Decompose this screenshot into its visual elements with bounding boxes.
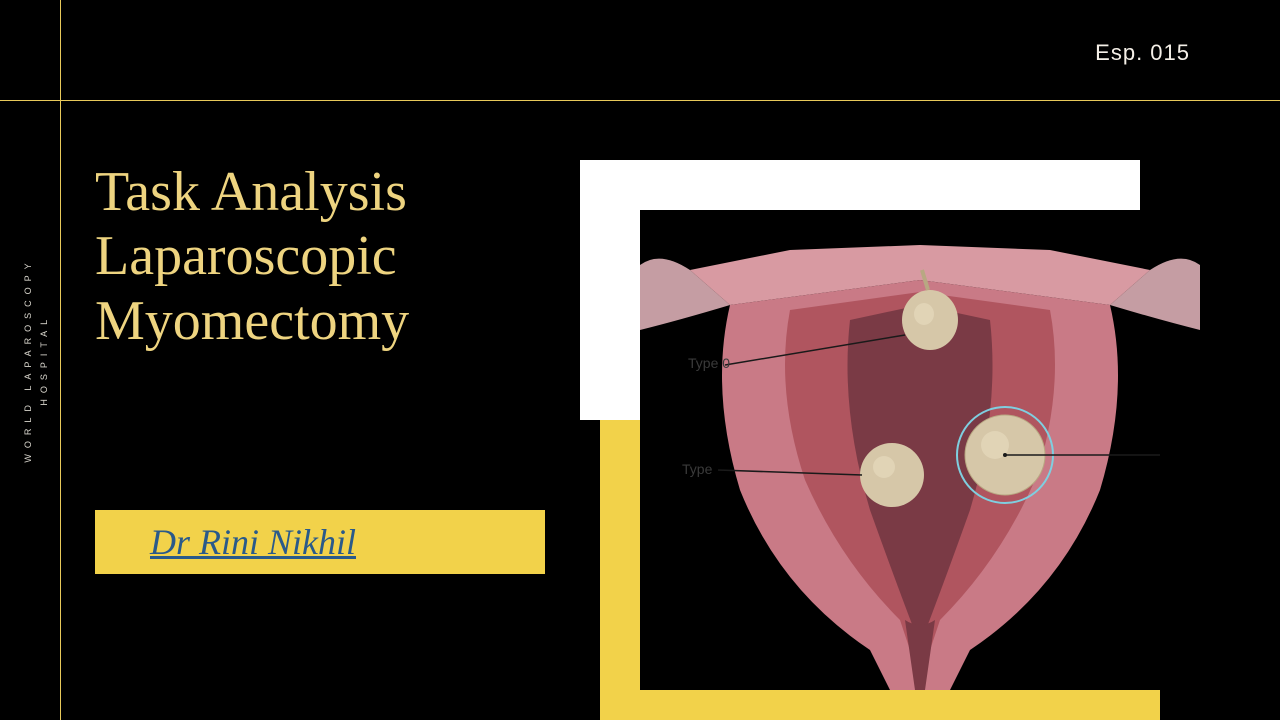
- anatomy-illustration: Type 0 Type: [640, 210, 1200, 690]
- sidebar-org-name: WORLD LAPAROSCOPY: [23, 257, 33, 462]
- sidebar-org-subtitle: HOSPITAL: [39, 314, 49, 406]
- uterus-diagram-svg: Type 0 Type: [640, 210, 1200, 690]
- fibroid-type0-highlight: [914, 303, 934, 325]
- episode-label: Esp. 015: [1095, 40, 1190, 66]
- frame-line-horizontal: [0, 100, 1280, 101]
- author-name: Dr Rini Nikhil: [150, 521, 356, 563]
- fibroid-left: [860, 443, 924, 507]
- label-type: Type: [682, 461, 713, 477]
- title-line-2: Laparoscopic: [95, 224, 409, 288]
- title-line-3: Myomectomy: [95, 289, 409, 353]
- fibroid-left-highlight: [873, 456, 895, 478]
- sidebar-organization: WORLD LAPAROSCOPY HOSPITAL: [20, 257, 52, 462]
- label-type0: Type 0: [688, 355, 730, 371]
- frame-line-vertical: [60, 0, 61, 720]
- author-highlight-box: Dr Rini Nikhil: [95, 510, 545, 574]
- title-line-1: Task Analysis: [95, 160, 409, 224]
- slide-title: Task Analysis Laparoscopic Myomectomy: [95, 160, 409, 353]
- label-dot-right: [1003, 453, 1007, 457]
